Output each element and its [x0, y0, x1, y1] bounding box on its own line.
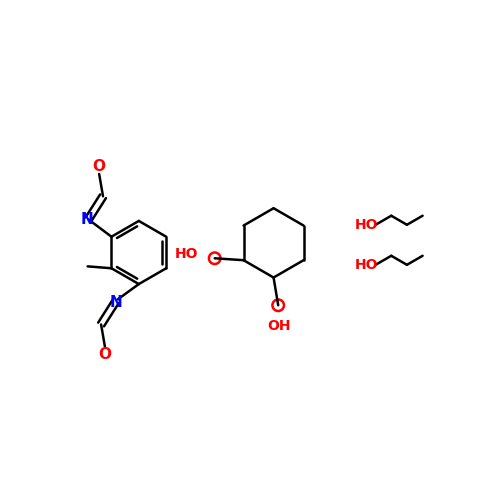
- Text: N: N: [81, 212, 94, 226]
- Text: OH: OH: [267, 319, 290, 333]
- Text: O: O: [98, 347, 112, 362]
- Text: HO: HO: [175, 248, 199, 262]
- Text: HO: HO: [354, 258, 378, 272]
- Text: HO: HO: [354, 218, 378, 232]
- Text: N: N: [110, 295, 123, 310]
- Text: O: O: [92, 159, 106, 174]
